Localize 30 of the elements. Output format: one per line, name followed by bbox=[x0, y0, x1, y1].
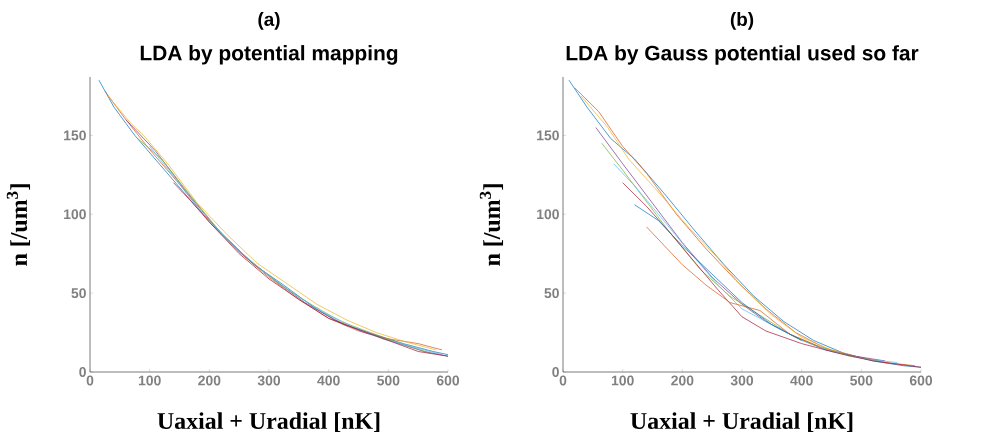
x-tick-label: 500 bbox=[377, 375, 400, 386]
x-tick-label: 500 bbox=[850, 375, 873, 386]
x-tick-label: 100 bbox=[138, 375, 161, 386]
y-axis-title: n [/um$^{3}$] bbox=[6, 184, 31, 266]
chart-title: (a) bbox=[258, 12, 280, 30]
x-tick-label: 300 bbox=[730, 375, 754, 386]
x-tick-label: 400 bbox=[317, 375, 340, 386]
x-tick-label: 100 bbox=[611, 375, 634, 386]
x-tick-label: 200 bbox=[198, 375, 221, 386]
x-axis-title: Uaxial + Uradial [nK] bbox=[157, 412, 380, 433]
y-tick-label: 150 bbox=[537, 130, 559, 141]
chart-subtitle: LDA by potential mapping bbox=[140, 45, 398, 65]
chart-subtitle: LDA by Gauss potential used so far bbox=[566, 45, 919, 65]
y-tick-label: 100 bbox=[64, 209, 86, 220]
y-axis-title: n [/um$^{3}$] bbox=[479, 184, 504, 266]
y-tick-label: 50 bbox=[71, 288, 86, 299]
chart-title: (b) bbox=[730, 12, 754, 30]
x-tick-label: 600 bbox=[909, 375, 933, 386]
y-tick-label: 150 bbox=[64, 130, 86, 141]
x-tick-label: 600 bbox=[436, 375, 460, 386]
x-tick-label: 300 bbox=[257, 375, 281, 386]
x-axis-title: Uaxial + Uradial [nK] bbox=[630, 412, 853, 433]
y-tick-label: 0 bbox=[552, 367, 559, 377]
x-tick-label: 0 bbox=[86, 375, 94, 386]
y-tick-label: 100 bbox=[537, 209, 559, 220]
x-tick-label: 0 bbox=[559, 375, 567, 386]
x-tick-label: 200 bbox=[671, 375, 694, 386]
y-tick-label: 50 bbox=[544, 288, 559, 299]
x-tick-label: 400 bbox=[790, 375, 813, 386]
y-tick-label: 0 bbox=[79, 367, 86, 377]
